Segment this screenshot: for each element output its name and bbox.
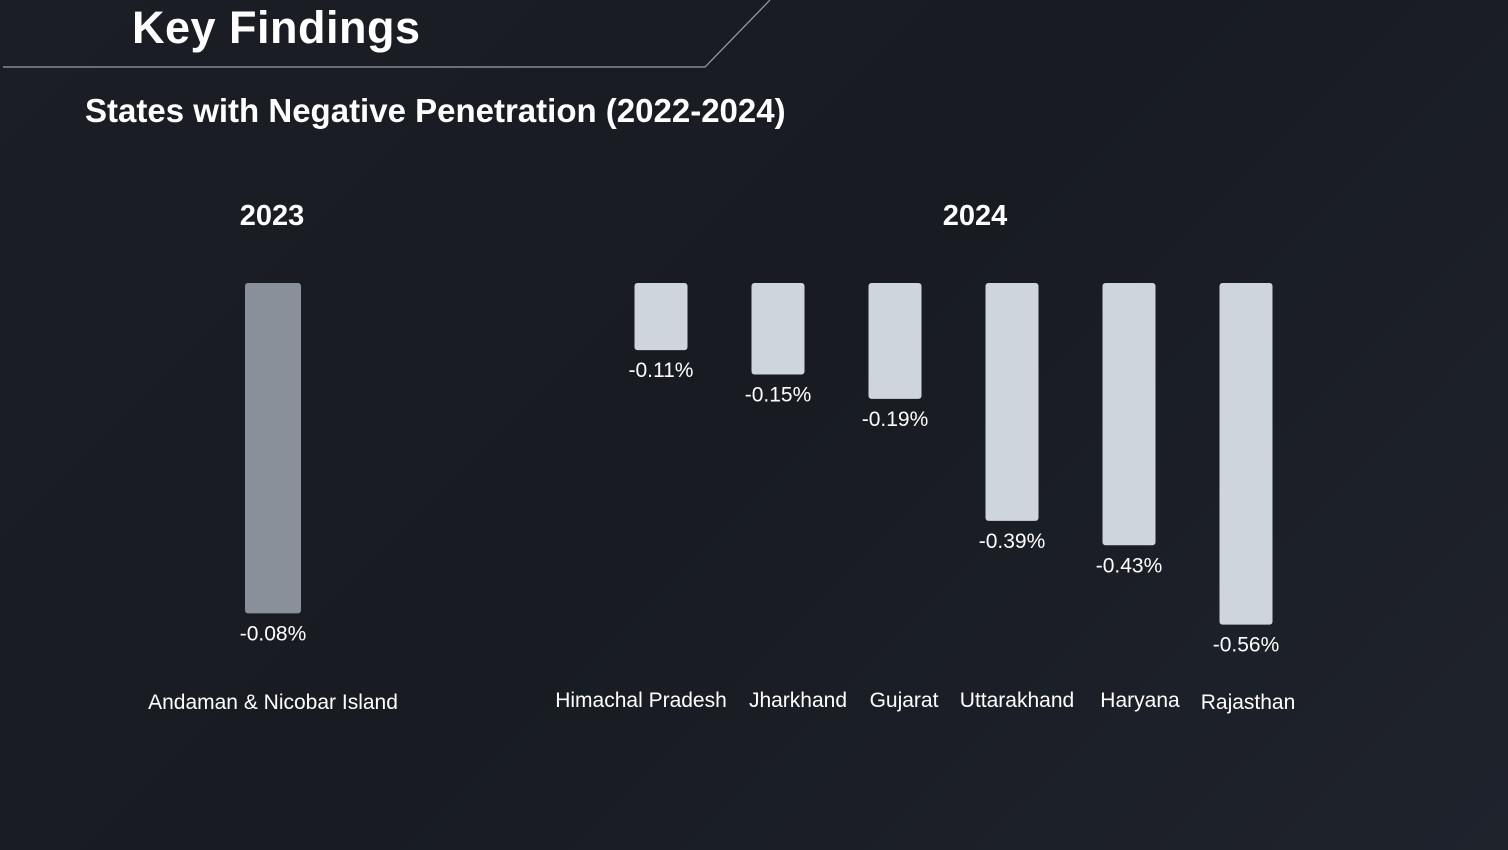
header-divider-line: [3, 0, 771, 68]
data-label-andaman-nicobar-island: -0.08%: [240, 622, 307, 645]
data-label-rajasthan: -0.56%: [1213, 634, 1280, 657]
bar-haryana: [1102, 283, 1156, 546]
category-label-gujarat: Gujarat: [870, 689, 939, 712]
data-label-himachal-pradesh: -0.11%: [629, 359, 694, 382]
data-label-jharkhand: -0.15%: [745, 384, 812, 407]
bar-uttarakhand: [985, 283, 1039, 521]
bar-gujarat: [868, 283, 922, 399]
category-label-jharkhand: Jharkhand: [749, 689, 847, 712]
bar-himachal-pradesh: [634, 283, 688, 351]
data-label-uttarakhand: -0.39%: [979, 530, 1046, 553]
chart-title-2023: 2023: [240, 200, 305, 232]
bar-jharkhand: [751, 283, 805, 375]
bar-chart-2023: 2023 -0.08% Andaman & Nicobar Island: [148, 200, 398, 714]
category-label-uttarakhand: Uttarakhand: [960, 689, 1074, 712]
bar-chart-2024: 2024 -0.11% Himachal Pradesh -0.15% Jharkhan…: [555, 200, 1296, 714]
chart-subtitle: States with Negative Penetration (2022-2…: [85, 92, 786, 129]
page-title: Key Findings: [132, 2, 421, 53]
data-label-haryana: -0.43%: [1096, 554, 1163, 577]
bar-rajasthan: [1219, 283, 1273, 625]
header-frame: [3, 0, 771, 68]
category-label-rajasthan: Rajasthan: [1201, 691, 1296, 714]
category-label-andaman-nicobar-island: Andaman & Nicobar Island: [148, 691, 398, 714]
data-label-gujarat: -0.19%: [862, 408, 929, 431]
category-label-himachal-pradesh: Himachal Pradesh: [555, 689, 727, 712]
bar-andaman-nicobar-island: [245, 283, 301, 614]
category-label-haryana: Haryana: [1100, 689, 1180, 712]
chart-title-2024: 2024: [943, 200, 1008, 232]
